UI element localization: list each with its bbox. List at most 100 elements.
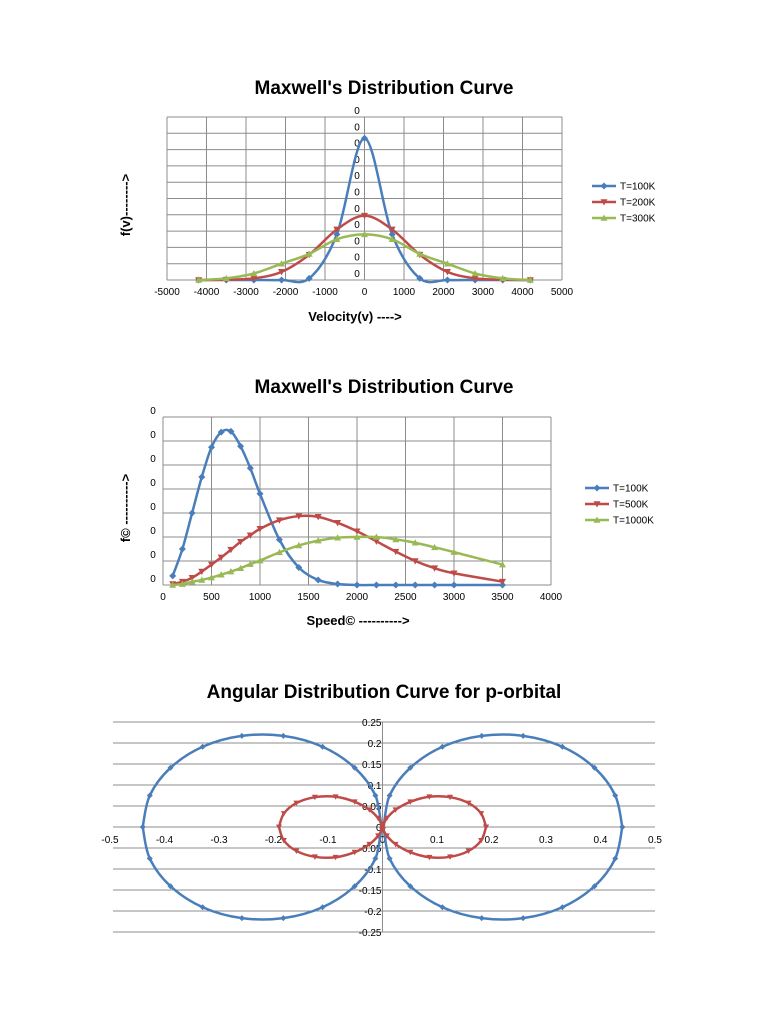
data-point-T=500K <box>353 528 361 535</box>
data-point-T=200K <box>333 226 341 233</box>
data-point-T=1000K <box>295 541 303 549</box>
x-tick-label: 1500 <box>297 592 320 603</box>
data-point-series-2 <box>311 854 318 860</box>
data-point-T=300K <box>526 276 534 283</box>
data-point-series-2 <box>447 794 454 801</box>
chart2-x-label: Speed© ----------> <box>306 613 409 628</box>
data-point-T=1000K <box>188 578 196 585</box>
y-tick-label: 0.1 <box>368 781 382 792</box>
legend-entry: T=200K <box>620 198 656 209</box>
data-point-series-1 <box>146 855 153 862</box>
data-point-T=100K <box>217 428 225 436</box>
legend-marker <box>593 501 601 508</box>
data-point-series-2 <box>375 815 382 822</box>
data-point-T=1000K <box>392 535 400 543</box>
legend-entry: T=100K <box>620 182 656 193</box>
data-point-series-1 <box>280 915 287 922</box>
data-point-series-2 <box>407 799 414 805</box>
data-point-T=100K <box>372 581 380 589</box>
x-tick-label: 0 <box>160 592 166 603</box>
x-tick-label: 0.2 <box>485 835 499 846</box>
x-tick-label: 500 <box>203 592 220 603</box>
data-point-series-1 <box>439 904 446 911</box>
data-point-series-2 <box>478 838 485 844</box>
data-point-series-1 <box>199 904 206 911</box>
data-point-series-1 <box>351 764 358 771</box>
data-point-T=200K <box>388 226 396 233</box>
data-point-series-1 <box>407 883 414 890</box>
x-tick-label: -0.3 <box>210 835 228 846</box>
y-tick-label: 0 <box>354 171 360 182</box>
data-point-T=1000K <box>334 534 342 541</box>
data-point-T=500K <box>392 548 400 556</box>
y-tick-label: 0.2 <box>368 739 382 750</box>
data-point-T=300K <box>278 260 286 267</box>
y-tick-label: 0 <box>354 269 360 280</box>
data-point-T=300K <box>305 250 313 257</box>
data-point-series-2 <box>332 854 339 861</box>
data-point-series-1 <box>439 743 446 750</box>
data-point-T=300K <box>333 235 341 243</box>
data-point-series-2 <box>407 849 414 856</box>
data-point-T=1000K <box>450 548 458 555</box>
y-tick-label: 0 <box>376 823 382 834</box>
data-point-series-1 <box>386 855 393 862</box>
data-point-series-1 <box>591 883 598 890</box>
data-point-T=1000K <box>411 539 419 546</box>
y-tick-label: 0 <box>150 430 156 441</box>
data-point-T=100K <box>314 576 322 584</box>
legend-entry: T=300K <box>620 214 656 225</box>
data-point-T=500K <box>431 565 439 572</box>
data-point-series-2 <box>380 827 387 833</box>
data-point-T=500K <box>499 578 506 586</box>
data-point-T=200K <box>471 275 479 282</box>
data-point-series-1 <box>372 855 379 862</box>
data-point-T=100K <box>178 545 186 553</box>
data-point-series-1 <box>520 732 527 739</box>
chart1-plot: -5000 -4000 -3000 -2000 -1000 0 1000 2000 3000 40… <box>154 106 655 298</box>
y-tick-label: 0 <box>354 139 360 150</box>
data-point-T=100K <box>333 230 341 238</box>
x-tick-label: -0.2 <box>265 835 283 846</box>
data-point-series-2 <box>351 849 358 856</box>
data-point-series-2 <box>465 848 472 854</box>
data-point-T=100K <box>411 581 419 589</box>
data-point-T=500K <box>256 526 264 533</box>
data-point-series-1 <box>478 732 485 739</box>
series-line-T=100K <box>171 428 503 587</box>
data-point-T=1000K <box>198 576 206 583</box>
y-tick-label: 0 <box>150 526 156 537</box>
data-point-series-1 <box>619 824 626 830</box>
data-point-T=300K <box>416 250 424 257</box>
chart2-plot: 0 500 1000 1500 2000 2500 3000 3500 400000000000… <box>150 406 654 603</box>
x-tick-label: -5000 <box>154 287 180 298</box>
chart1-y-label: f(v)--------> <box>118 173 133 236</box>
x-tick-label: 2000 <box>346 592 369 603</box>
data-point-series-2 <box>426 794 433 800</box>
y-tick-label: -0.05 <box>359 844 382 855</box>
chart1-x-label: Velocity(v) ----> <box>308 309 402 324</box>
x-tick-label: -0.5 <box>101 835 119 846</box>
data-point-T=100K <box>278 276 286 284</box>
data-point-series-2 <box>351 799 358 805</box>
data-point-T=100K <box>256 490 264 498</box>
data-point-series-1 <box>407 764 414 771</box>
chart2-title: Maxwell's Distribution Curve <box>255 377 514 398</box>
legend-marker <box>600 214 608 221</box>
x-tick-label: -0.4 <box>156 835 174 846</box>
y-tick-label: -0.25 <box>359 928 382 939</box>
data-point-series-1 <box>238 732 245 739</box>
data-point-T=100K <box>392 581 400 589</box>
data-point-series-1 <box>319 743 326 750</box>
data-point-T=1000K <box>499 561 506 568</box>
data-point-T=100K <box>198 473 206 481</box>
y-tick-label: 0.15 <box>362 760 382 771</box>
data-point-series-1 <box>319 904 326 911</box>
data-point-T=100K <box>305 274 313 282</box>
data-point-T=100K <box>188 509 196 517</box>
data-point-T=300K <box>250 269 258 277</box>
data-point-T=1000K <box>237 564 245 571</box>
data-point-T=100K <box>334 580 342 588</box>
x-tick-label: 1000 <box>249 592 272 603</box>
x-tick-label: 0.3 <box>539 835 553 846</box>
